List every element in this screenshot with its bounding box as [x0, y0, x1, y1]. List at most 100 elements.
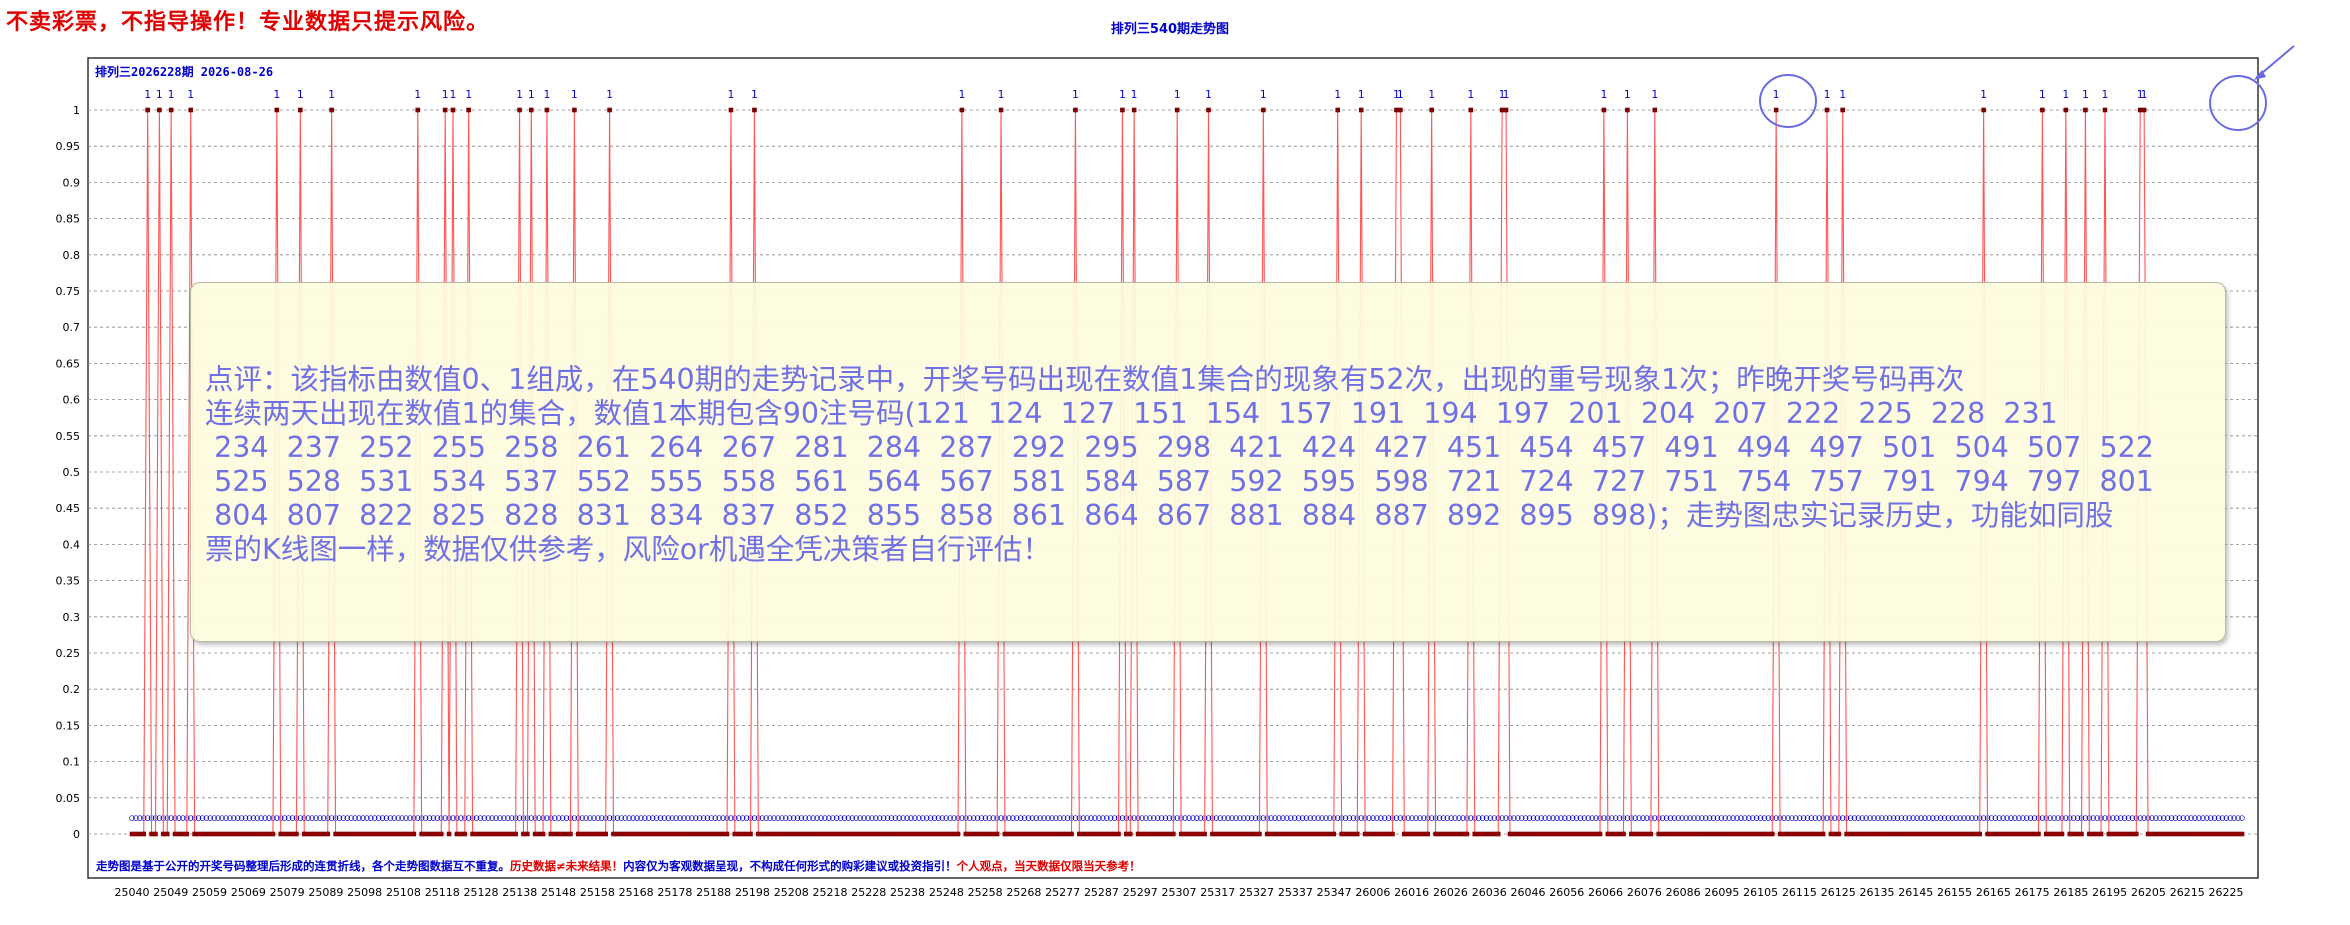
hollow-marker [1311, 815, 1317, 821]
hollow-marker [1080, 815, 1087, 821]
hollow-marker [1291, 815, 1298, 821]
hollow-marker [2235, 815, 2241, 821]
data-point [2051, 831, 2057, 837]
hollow-marker [262, 815, 268, 821]
hollow-marker [1898, 815, 1905, 821]
hollow-marker [497, 815, 503, 821]
data-point [2094, 831, 2100, 837]
hollow-marker [2121, 815, 2128, 821]
hollow-marker [1738, 815, 1744, 821]
data-point [1989, 831, 1994, 837]
data-point [552, 831, 558, 837]
hollow-marker [383, 815, 390, 821]
hollow-marker [344, 815, 351, 821]
data-point [1738, 831, 1744, 837]
hollow-marker [1006, 815, 1012, 821]
data-point [622, 831, 628, 837]
data-point [1668, 831, 1673, 837]
data-point [990, 831, 996, 837]
hollow-marker [1381, 815, 1388, 821]
hollow-marker [328, 815, 335, 821]
hollow-marker [1452, 815, 1458, 821]
hollow-marker [814, 815, 820, 821]
chart-subtitle: 排列三2026228期 2026-08-26 [95, 64, 273, 79]
hollow-marker [563, 815, 570, 821]
hollow-marker [1221, 815, 1227, 821]
data-point [736, 831, 742, 837]
hollow-marker [630, 815, 636, 821]
data-point [1022, 831, 1027, 837]
data-point [427, 831, 432, 837]
data-point [376, 831, 381, 837]
hollow-marker [1945, 815, 1952, 821]
data-point [599, 831, 605, 837]
data-point [399, 831, 405, 837]
hollow-marker [1205, 815, 1212, 821]
data-point [728, 107, 734, 113]
data-point [1210, 831, 1215, 837]
hollow-marker [485, 815, 491, 821]
data-label: 1 [1119, 89, 1126, 101]
hollow-marker [1691, 815, 1697, 821]
data-point [1100, 831, 1106, 837]
data-point [767, 831, 773, 837]
data-point [583, 831, 589, 837]
hollow-marker [1863, 815, 1869, 821]
footer-segment: 历史数据≠未来结果！ [510, 859, 623, 873]
hollow-marker [1675, 815, 1682, 821]
hollow-marker [1037, 815, 1043, 821]
data-point [2122, 831, 2127, 837]
data-point [192, 831, 197, 837]
data-point [1421, 831, 1427, 837]
y-tick-label: 0 [73, 828, 80, 841]
hollow-marker [250, 815, 257, 821]
data-point [274, 107, 280, 113]
data-point [795, 831, 800, 837]
data-point [1276, 831, 1282, 837]
data-point [168, 107, 174, 113]
data-point [740, 831, 745, 837]
hollow-marker [426, 815, 433, 821]
hollow-marker [1746, 815, 1752, 821]
data-point [564, 831, 569, 837]
data-point [407, 831, 413, 837]
data-point [2000, 831, 2006, 837]
data-point [1108, 831, 1113, 837]
data-point [540, 831, 546, 837]
data-point [560, 831, 565, 837]
hollow-marker [242, 815, 249, 821]
hollow-marker [1088, 815, 1094, 821]
hollow-marker [1577, 815, 1584, 821]
hollow-marker [1518, 815, 1525, 821]
comment-text: 点评：该指标由数值0、1组成，在540期的走势记录中，开奖号码出现在数值1集合的… [205, 363, 2154, 566]
data-point [454, 831, 460, 837]
hollow-marker [1542, 815, 1548, 821]
hollow-marker [1166, 815, 1173, 821]
data-point [1891, 831, 1896, 837]
hollow-marker [321, 815, 327, 821]
data-point [1593, 831, 1599, 837]
data-point [2239, 831, 2245, 837]
data-point [1229, 831, 1235, 837]
data-point [1339, 831, 1344, 837]
hollow-marker [1444, 815, 1451, 821]
hollow-marker [1413, 815, 1419, 821]
data-point [889, 831, 894, 837]
hollow-marker [990, 815, 996, 821]
hollow-marker [1276, 815, 1282, 821]
data-point [1343, 831, 1348, 837]
data-point [673, 831, 679, 837]
data-point [2047, 831, 2053, 837]
hollow-marker [704, 815, 711, 821]
hollow-marker [708, 815, 715, 821]
data-label: 1 [168, 89, 175, 101]
hollow-marker [1961, 815, 1967, 821]
hollow-marker [1479, 815, 1486, 821]
data-point [1323, 831, 1329, 837]
data-point [967, 831, 973, 837]
hollow-marker [904, 815, 910, 821]
hollow-marker [1550, 815, 1556, 821]
data-point [341, 831, 346, 837]
x-tick-label: 26185 [2053, 886, 2088, 899]
data-point [1124, 831, 1129, 837]
